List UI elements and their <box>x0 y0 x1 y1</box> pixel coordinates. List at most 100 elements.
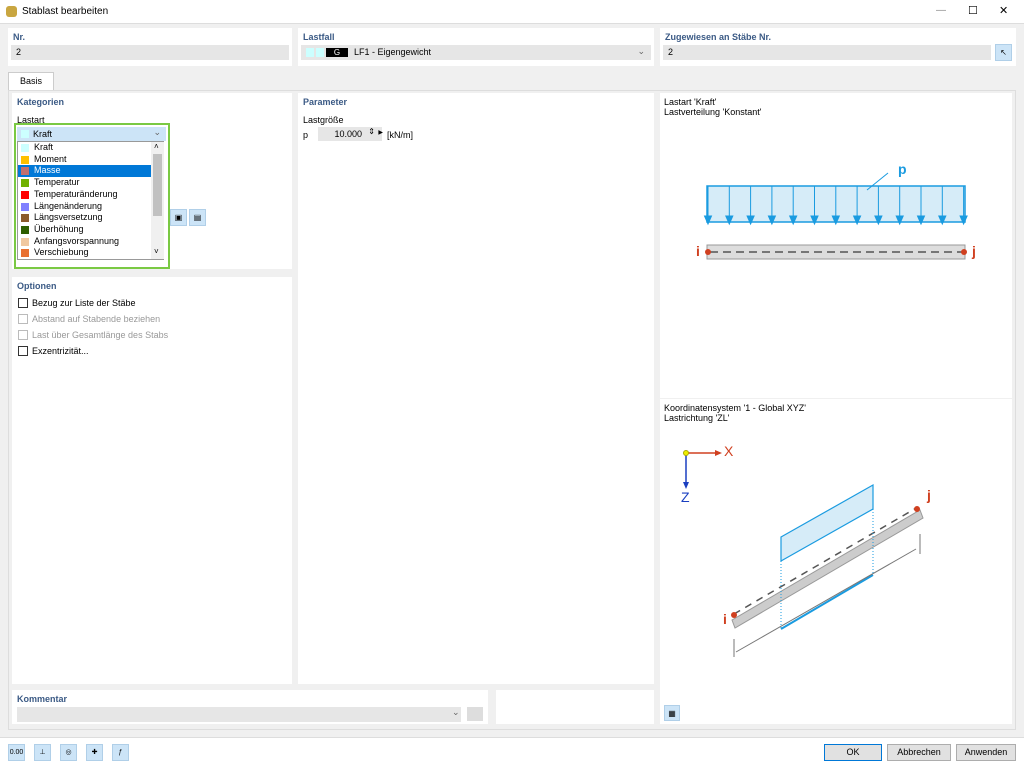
lastart-option[interactable]: Kraft <box>18 142 151 154</box>
load-diagram <box>703 172 968 260</box>
lastart-option[interactable]: Überhöhung <box>18 224 151 236</box>
close-button[interactable]: ✕ <box>999 5 1009 17</box>
preview-top: Lastart 'Kraft' Lastverteilung 'Konstant… <box>660 93 1012 398</box>
lastart-option[interactable]: Längenänderung <box>18 201 151 213</box>
preview-bottom: Koordinatensystem '1 - Global XYZ' Lastr… <box>660 399 1012 724</box>
tab-basis[interactable]: Basis <box>8 72 54 91</box>
view-options-button[interactable]: ▦ <box>664 705 680 721</box>
chevron-down-icon: ⌄ <box>637 46 645 56</box>
kategorien-title: Kategorien <box>17 97 65 107</box>
minimize-button[interactable]: — <box>936 5 946 16</box>
load-arrowhead <box>810 215 819 226</box>
title-bar: Stablast bearbeiten — ☐ ✕ <box>0 0 1024 24</box>
axis-z-label: Z <box>681 489 690 505</box>
option-label: Kraft <box>34 142 54 152</box>
lastfall-select[interactable]: G LF1 - Eigengewicht ⌄ <box>301 45 651 60</box>
kommentar-title: Kommentar <box>17 694 68 704</box>
member-beam <box>706 244 966 260</box>
lastart-listbox[interactable]: Verschiebung Anfangsvorspannung Überhöhung… <box>17 141 164 260</box>
color-swatch <box>21 190 29 199</box>
color-swatch <box>21 225 29 234</box>
swatch <box>21 130 29 138</box>
scroll-up-icon[interactable]: ˄ <box>154 142 159 151</box>
nr-label: Nr. <box>13 32 26 42</box>
scroll-down-icon[interactable]: ˅ <box>154 247 159 256</box>
load-arrowhead <box>959 215 968 226</box>
load-arrowhead <box>938 215 947 226</box>
chevron-down-icon: ⌄ <box>153 127 161 137</box>
p-symbol: p <box>898 161 907 177</box>
member-icon[interactable]: ✚ <box>86 744 103 761</box>
load-arrowhead <box>831 215 841 226</box>
ok-button[interactable]: OK <box>824 744 882 761</box>
comment-library-button[interactable] <box>467 707 483 721</box>
nr-field[interactable]: 2 <box>11 45 289 60</box>
color-swatch <box>21 237 29 246</box>
view-icon[interactable]: ◎ <box>60 744 77 761</box>
spin-icon[interactable]: ⇕ <box>368 127 375 136</box>
p-value-field[interactable]: 10.000 ⇕ ▶ <box>318 127 383 141</box>
p-value: 10.000 <box>334 129 362 139</box>
value-0.00-icon[interactable]: 0.00 <box>8 744 25 761</box>
lastfall-panel: Lastfall G LF1 - Eigengewicht ⌄ <box>298 28 654 66</box>
load-arrowhead <box>703 215 713 226</box>
lastart-option[interactable]: Längsversetzung <box>18 212 151 224</box>
option-checkbox[interactable] <box>18 346 28 356</box>
lastart-option[interactable]: Verschiebung <box>18 247 151 259</box>
lastfall-label: Lastfall <box>303 32 335 42</box>
kommentar-input[interactable] <box>17 707 461 722</box>
load-arrowhead <box>725 215 734 226</box>
arrow-right-icon[interactable]: ▶ <box>378 130 383 136</box>
load-arrowhead <box>916 215 926 226</box>
lastgroesse-label: Lastgröße <box>303 115 344 125</box>
bottom-bar: 0.00 ⊥ ◎ ✚ ƒ OK Abbrechen Anwenden <box>0 737 1024 768</box>
chevron-down-icon[interactable]: ⌄ <box>452 707 460 717</box>
color-swatch <box>21 214 29 223</box>
window-title: Stablast bearbeiten <box>22 6 109 17</box>
option-label: Abstand auf Stabende beziehen <box>32 314 161 324</box>
empty-panel <box>496 690 654 724</box>
option-label: Überhöhung <box>34 223 84 234</box>
axis-x-label: X <box>724 443 734 459</box>
parameter-panel: Parameter Lastgröße p 10.000 ⇕ ▶ [kN/m] <box>298 93 654 684</box>
cancel-button[interactable]: Abbrechen <box>887 744 951 761</box>
parameter-title: Parameter <box>303 97 348 107</box>
load-arrowhead <box>852 215 862 226</box>
apply-button[interactable]: Anwenden <box>956 744 1016 761</box>
scrollbar[interactable]: ˄ ˅ <box>151 142 164 259</box>
lastart-select[interactable]: Kraft ⌄ <box>17 127 166 141</box>
preview-line2: Lastrichtung 'ZL' <box>664 413 730 423</box>
nr-panel: Nr. 2 <box>8 28 292 66</box>
lastart-option[interactable]: Masse <box>18 165 151 178</box>
preview-line1: Koordinatensystem '1 - Global XYZ' <box>664 403 807 413</box>
zugewiesen-panel: Zugewiesen an Stäbe Nr. 2 ↖ <box>660 28 1016 66</box>
lastart-option[interactable]: Temperatur <box>18 177 151 189</box>
preview-line1: Lastart 'Kraft' <box>664 97 717 107</box>
loadcase-badge: G <box>326 48 348 57</box>
section-icon[interactable]: ⊥ <box>34 744 51 761</box>
new-icon-button[interactable]: ▣ <box>170 209 187 226</box>
maximize-button[interactable]: ☐ <box>968 5 978 17</box>
option-checkbox <box>18 314 28 324</box>
option-checkbox <box>18 330 28 340</box>
load-arrowhead <box>767 215 777 226</box>
option-label: Temperatur <box>34 177 80 188</box>
lastart-option[interactable]: Moment <box>18 154 151 166</box>
node-i: i <box>723 611 727 627</box>
p-label: p <box>303 130 309 140</box>
preview-line2: Lastverteilung 'Konstant' <box>664 107 762 117</box>
kommentar-panel: Kommentar ⌄ <box>12 690 488 724</box>
formula-icon[interactable]: ƒ <box>112 744 129 761</box>
coord-diagram <box>683 450 924 657</box>
scroll-thumb[interactable] <box>153 154 162 216</box>
select-members-button[interactable]: ↖ <box>995 44 1012 61</box>
zugewiesen-field[interactable]: 2 <box>663 45 991 60</box>
option-label: Verschiebung <box>34 247 89 258</box>
option-label: Längsversetzung <box>34 212 103 223</box>
optionen-panel: Optionen Bezug zur Liste der Stäbe Abstan… <box>12 277 292 684</box>
edit-icon-button[interactable]: ▤ <box>189 209 206 226</box>
option-checkbox[interactable] <box>18 298 28 308</box>
lastart-option[interactable]: Temperaturänderung <box>18 189 151 201</box>
lastart-option[interactable]: Anfangsvorspannung <box>18 236 151 248</box>
optionen-title: Optionen <box>17 281 57 291</box>
